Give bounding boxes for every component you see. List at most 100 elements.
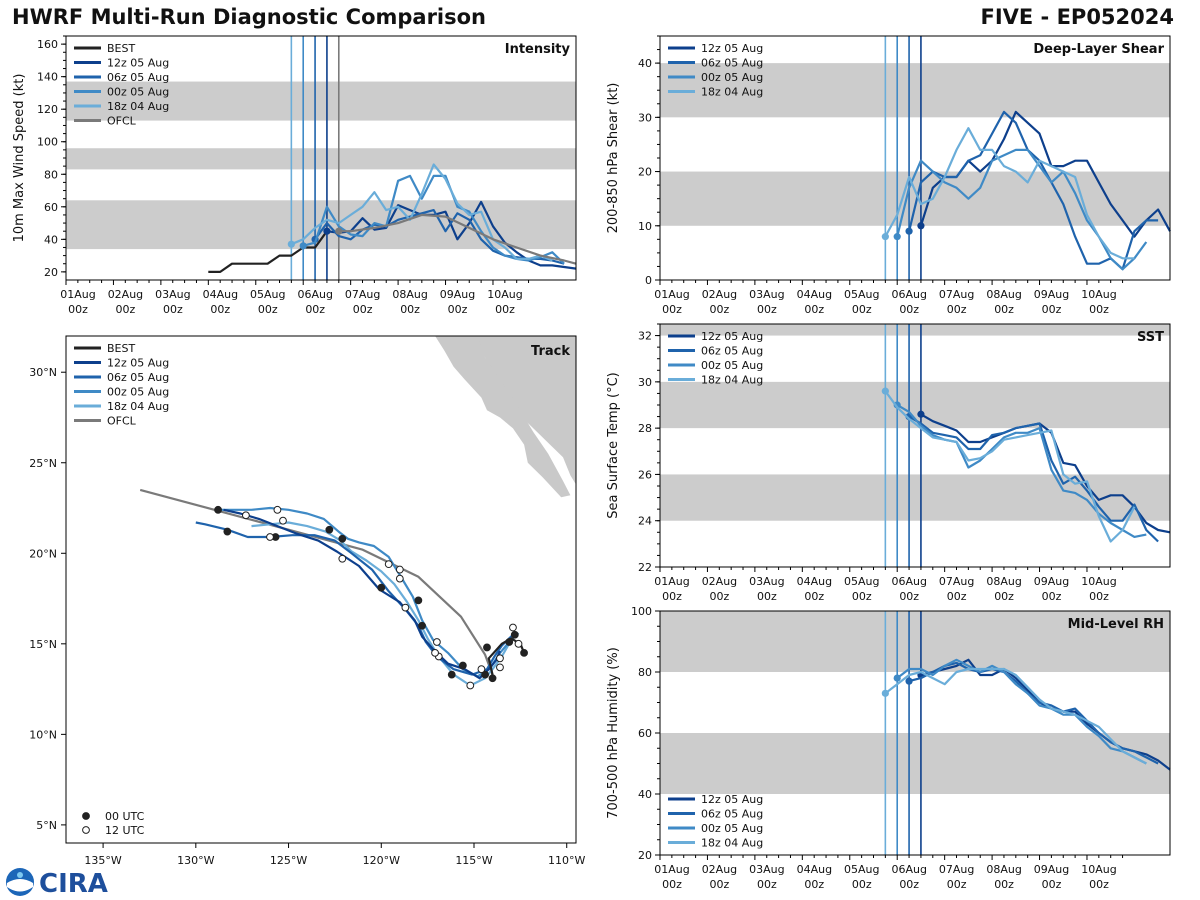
x-tick-label: 05Aug (250, 288, 285, 301)
y-tick-label: 60 (44, 201, 58, 214)
track-marker (496, 654, 504, 663)
y-tick-label: 40 (638, 788, 652, 801)
threshold-band (660, 733, 1170, 794)
track-marker (483, 643, 491, 652)
x-tick-label: 05Aug (844, 288, 879, 301)
track-marker (418, 621, 426, 630)
x-tick-label: 06Aug (891, 288, 926, 301)
y-tick-label: 20 (638, 849, 652, 862)
x-tick-label: 04Aug (797, 575, 832, 588)
track-marker (458, 661, 467, 670)
track-marker (505, 638, 514, 646)
track-marker (223, 527, 232, 536)
y-tick-label: 20°N (29, 547, 57, 560)
legend-label: 18z 04 Aug (701, 837, 763, 850)
track-marker (488, 674, 497, 683)
init-point (905, 227, 913, 235)
x-tick-sublabel: 00z (852, 303, 872, 316)
x-tick-label: 06Aug (891, 863, 926, 876)
x-tick-sublabel: 00z (757, 590, 777, 603)
track-marker (325, 525, 334, 534)
track-marker (431, 648, 439, 657)
x-tick-label: 09Aug (1034, 575, 1069, 588)
noaa-globe-icon (6, 868, 34, 896)
x-tick-label: 01Aug (654, 863, 689, 876)
x-tick-sublabel: 00z (1089, 303, 1109, 316)
y-tick-label: 160 (37, 38, 58, 51)
y-tick-label: 30 (638, 111, 652, 124)
track-marker (510, 630, 519, 639)
track-marker (514, 639, 523, 648)
x-tick-sublabel: 00z (947, 590, 967, 603)
x-tick-sublabel: 00z (804, 590, 824, 603)
x-tick-sublabel: 00z (899, 303, 919, 316)
x-tick-label: 10Aug (1081, 288, 1116, 301)
land-mass (470, 336, 576, 485)
x-tick-sublabel: 00z (68, 303, 88, 316)
y-tick-label: 100 (631, 605, 652, 618)
legend-label: BEST (107, 342, 135, 355)
legend-label: OFCL (107, 115, 137, 128)
panel-title: Intensity (505, 42, 571, 57)
x-tick-sublabel: 00z (163, 303, 183, 316)
y-axis-label: Sea Surface Temp (°C) (606, 372, 621, 519)
track-marker (338, 534, 347, 543)
x-tick-sublabel: 00z (710, 590, 730, 603)
x-tick-sublabel: 00z (804, 878, 824, 891)
panel-title: Mid-Level RH (1068, 617, 1164, 632)
track-marker (433, 638, 441, 646)
x-tick-sublabel: 00z (757, 303, 777, 316)
init-point (323, 227, 331, 235)
legend-label: 12z 05 Aug (701, 42, 763, 55)
y-tick-label: 120 (37, 103, 58, 116)
track-marker (496, 663, 504, 672)
series-line (896, 658, 1147, 765)
x-tick-sublabel: 00z (852, 590, 872, 603)
series-line (290, 163, 553, 262)
x-tick-label: 110°W (548, 854, 585, 867)
x-tick-label: 07Aug (939, 575, 974, 588)
x-tick-label: 07Aug (939, 288, 974, 301)
track-marker (214, 505, 222, 514)
track-marker (266, 533, 274, 541)
x-tick-label: 04Aug (797, 863, 832, 876)
panel-sst: 22 24 26 28 30 32 01Aug 00z 02Aug 00z 03Aug 00z 04Au… (606, 323, 1171, 603)
y-tick-label: 10 (638, 220, 652, 233)
series-line (896, 404, 1147, 539)
legend-label: 00z 05 Aug (107, 386, 169, 399)
threshold-band (660, 171, 1170, 226)
y-tick-label: 20 (638, 166, 652, 179)
legend-label: 06z 05 Aug (107, 71, 169, 84)
threshold-band (660, 63, 1170, 118)
legend-label: 18z 04 Aug (107, 100, 169, 113)
track-marker (414, 596, 423, 605)
y-tick-label: 25°N (29, 457, 57, 470)
x-tick-label: 01Aug (60, 288, 95, 301)
x-tick-sublabel: 00z (994, 878, 1014, 891)
init-point (893, 674, 901, 682)
x-tick-label: 02Aug (702, 863, 737, 876)
legend-label: 00z 05 Aug (701, 71, 763, 84)
legend-label: 00z 05 Aug (701, 359, 763, 372)
x-tick-sublabel: 00z (710, 878, 730, 891)
x-tick-label: 01Aug (654, 575, 689, 588)
legend-label: 12z 05 Aug (107, 357, 169, 370)
marker-legend-label: 00 UTC (105, 810, 145, 823)
init-point (917, 410, 925, 418)
x-tick-label: 09Aug (1034, 288, 1069, 301)
x-tick-sublabel: 00z (1089, 590, 1109, 603)
threshold-band (66, 148, 576, 170)
x-tick-label: 09Aug (1034, 863, 1069, 876)
panel-title: Track (531, 344, 570, 359)
x-tick-label: 04Aug (797, 288, 832, 301)
x-tick-sublabel: 00z (710, 303, 730, 316)
y-tick-label: 30 (638, 376, 652, 389)
x-tick-label: 130°W (177, 854, 214, 867)
y-axis-label: 200-850 hPa Shear (kt) (606, 83, 621, 234)
series-line (896, 148, 1148, 271)
track-line (218, 506, 516, 678)
track-marker (384, 560, 393, 569)
x-tick-sublabel: 00z (662, 303, 682, 316)
x-tick-sublabel: 00z (1042, 590, 1062, 603)
x-tick-sublabel: 00z (353, 303, 373, 316)
